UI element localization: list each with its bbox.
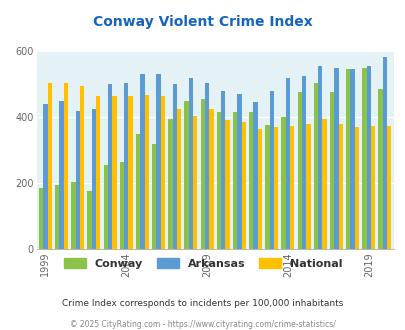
Bar xyxy=(168,119,172,249)
Bar xyxy=(188,78,193,249)
Bar xyxy=(345,69,350,249)
Bar xyxy=(177,109,181,249)
Bar xyxy=(257,129,262,249)
Bar xyxy=(317,66,322,249)
Bar xyxy=(96,96,100,249)
Bar xyxy=(140,74,144,249)
Bar xyxy=(382,57,386,249)
Bar xyxy=(370,126,374,249)
Bar xyxy=(232,112,237,249)
Bar xyxy=(253,102,257,249)
Text: Conway Violent Crime Index: Conway Violent Crime Index xyxy=(93,15,312,29)
Bar xyxy=(64,82,68,249)
Bar xyxy=(172,84,177,249)
Bar xyxy=(333,68,338,249)
Bar xyxy=(329,92,333,249)
Bar xyxy=(297,92,301,249)
Bar xyxy=(273,127,277,249)
Bar xyxy=(237,94,241,249)
Bar xyxy=(366,66,370,249)
Bar xyxy=(103,165,108,249)
Bar xyxy=(269,91,273,249)
Bar xyxy=(87,191,92,249)
Bar xyxy=(313,82,317,249)
Bar xyxy=(209,109,213,249)
Bar xyxy=(119,162,124,249)
Bar xyxy=(301,76,305,249)
Bar xyxy=(92,109,96,249)
Bar xyxy=(200,99,205,249)
Text: Crime Index corresponds to incidents per 100,000 inhabitants: Crime Index corresponds to incidents per… xyxy=(62,299,343,308)
Bar xyxy=(136,134,140,249)
Bar xyxy=(377,89,382,249)
Bar xyxy=(305,124,310,249)
Bar xyxy=(193,115,197,249)
Bar xyxy=(47,82,52,249)
Bar xyxy=(75,111,80,249)
Bar xyxy=(108,84,112,249)
Bar xyxy=(221,91,225,249)
Bar xyxy=(71,182,75,249)
Bar xyxy=(225,120,229,249)
Bar xyxy=(322,119,326,249)
Bar xyxy=(216,112,221,249)
Bar xyxy=(248,112,253,249)
Bar xyxy=(205,82,209,249)
Bar xyxy=(144,95,149,249)
Bar xyxy=(290,126,294,249)
Bar xyxy=(354,127,358,249)
Bar xyxy=(128,96,132,249)
Bar xyxy=(55,185,59,249)
Bar xyxy=(112,96,116,249)
Bar xyxy=(285,78,290,249)
Bar xyxy=(264,125,269,249)
Bar xyxy=(160,96,165,249)
Bar xyxy=(184,101,188,249)
Bar xyxy=(43,104,47,249)
Bar xyxy=(281,117,285,249)
Text: © 2025 CityRating.com - https://www.cityrating.com/crime-statistics/: © 2025 CityRating.com - https://www.city… xyxy=(70,320,335,329)
Bar xyxy=(124,82,128,249)
Bar xyxy=(350,69,354,249)
Bar xyxy=(59,101,64,249)
Bar xyxy=(80,86,84,249)
Bar xyxy=(338,124,342,249)
Legend: Conway, Arkansas, National: Conway, Arkansas, National xyxy=(59,254,346,273)
Bar xyxy=(152,144,156,249)
Bar xyxy=(156,74,160,249)
Bar xyxy=(361,68,366,249)
Bar xyxy=(386,126,390,249)
Bar xyxy=(241,122,245,249)
Bar xyxy=(39,188,43,249)
